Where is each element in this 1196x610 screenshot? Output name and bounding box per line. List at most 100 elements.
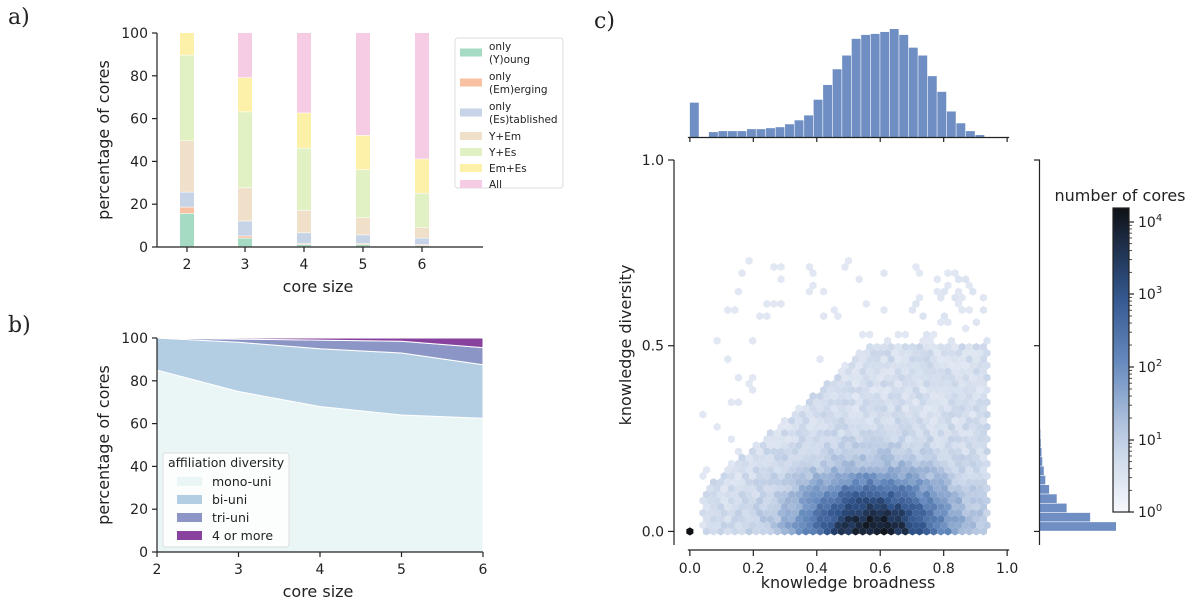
bar-segment [180,55,194,141]
hexbin-cell [844,490,853,499]
hexbin-cell [802,428,810,438]
hexbin-cell [958,367,966,376]
hexbin-cell [802,416,810,425]
hexbin-cell [951,428,959,438]
legend-swatch [177,531,202,540]
hexbin-cell [749,373,757,382]
hexbin-cell [834,422,842,431]
bar-segment [238,33,252,78]
hexbin-cell [852,404,860,413]
hexbin-cell [972,392,980,401]
hexbin-cell [887,355,895,364]
hexbin-cell [898,422,906,431]
hexbin-cell [809,465,817,475]
hexbin-cell [930,453,938,462]
hexbin-cell [699,410,707,419]
bar-segment [297,233,311,244]
hexbin-cell [972,441,980,450]
hexbin-cell [937,404,945,413]
hexbin-cell [869,447,877,456]
hexbin-cell [894,355,902,364]
hexbin-cell [777,459,785,468]
hexbin-cell [915,428,924,438]
hexbin-cell [947,496,956,505]
hexbin-cell [791,471,799,481]
hexbin-cell [770,521,778,530]
hexbin-cell [905,410,913,419]
hexbin-cell [884,336,892,345]
hexbin-cell [844,441,853,450]
hexbin-cell [891,496,899,505]
histogram-bar [718,131,728,137]
hexbin-cell [844,527,853,536]
hexbin-cell [884,508,892,518]
y-tick-label: 40 [130,154,148,170]
hexbin-cell [820,410,828,419]
hexbin-cell [912,373,920,382]
hexbin-cell [955,275,963,284]
hexbin-cell [972,428,980,438]
hexbin-cell [795,490,803,499]
hexbin-cell [926,508,934,518]
hexbin-cell [809,428,817,438]
hexbin-cell [976,361,984,370]
hexbin-cell [752,478,760,487]
hexbin-cell [749,484,757,493]
panel-b-axes: 0 20 40 60 80 100 2 3 4 5 6 [121,331,487,578]
colorbar-tick-label: 101 [1138,431,1162,449]
histogram-bar [927,76,937,137]
hexbin-cell [951,490,959,499]
histogram-bar [1040,522,1116,531]
hexbin-cell [908,379,916,388]
histogram-bar [899,34,909,137]
hexbin-cell [905,373,913,382]
hexbin-cell [884,373,892,382]
hexbin-cell [958,355,966,364]
hexbin-cell [894,428,902,438]
hexbin-cell [976,385,984,395]
colorbar-tick-base: 10 [1138,215,1156,231]
hexbin-cell [940,447,948,456]
panel-c-hexbin-chart: 0.0 0.5 1.0 0.0 0.2 0.4 0.6 0.8 1.0 knowledge br… [616,29,1186,592]
hexbin-cell [923,342,931,352]
hexbin-cell [759,465,767,475]
hexbin-cell [869,348,877,358]
hexbin-cell [891,373,899,382]
hexbin-cell [862,361,870,370]
hexbin-cell [788,465,796,475]
hexbin-cell [724,465,732,475]
legend-label: Y+Em [488,131,521,143]
hexbin-cell [866,367,874,376]
hexbin-cell [766,502,774,511]
bar-segment [356,169,370,218]
hexbin-cell [926,471,934,481]
hexbin-cell [745,515,753,524]
hexbin-cell [759,453,767,462]
hexbin-cell [869,373,877,382]
hexbin-cell [770,299,778,308]
hexbin-cell [880,342,888,352]
hexbin-cell [930,527,938,536]
hexbin-cell [827,435,835,444]
hexbin-cell [869,508,877,518]
hexbin-cell [773,527,782,536]
hexbin-cell [923,355,931,364]
x-tick-label: 3 [241,257,250,273]
hexbin-cell [706,496,714,505]
histogram-bar [804,115,813,137]
histogram-bar [1040,512,1091,522]
hexbin-cell [979,465,987,475]
hexbin-cell [798,496,806,505]
legend-swatch [460,180,482,188]
hexbin-cell [944,502,952,511]
hexbin-cell [727,508,735,518]
hexbin-cell [940,508,948,518]
hexbin-cell [930,478,938,487]
hexbin-cell [919,398,927,407]
hexbin-cell [940,373,948,382]
hexbin-cell [788,527,796,536]
hexbin-cell [841,521,849,530]
hexbin-cell [777,484,785,493]
hexbin-cell [784,521,792,530]
hexbin-cell [791,521,799,530]
